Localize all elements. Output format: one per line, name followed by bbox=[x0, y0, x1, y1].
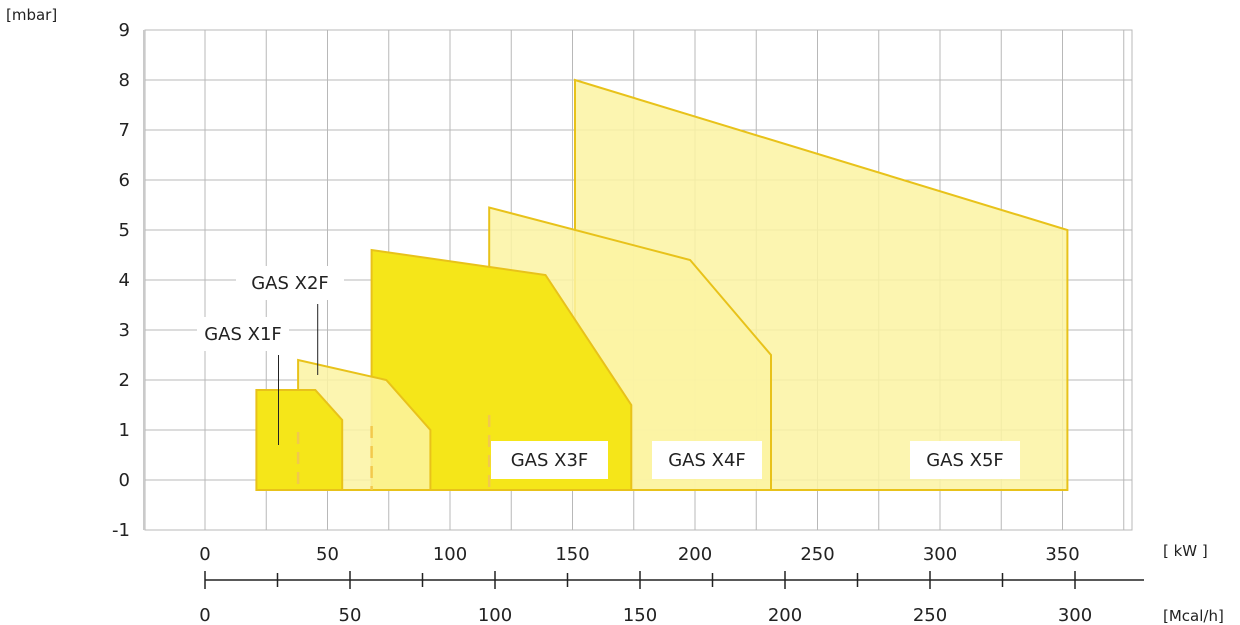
y-tick-label: -1 bbox=[112, 520, 130, 541]
y-tick-label: 3 bbox=[119, 320, 130, 341]
x-tick-label-kw: 250 bbox=[800, 544, 834, 565]
annotation-box bbox=[491, 441, 608, 479]
x-tick-label-kw: 300 bbox=[923, 544, 957, 565]
axes: -1 0 1 2 3 4 5 6 7 8 9 0 50 100 150 200 250 300 350 0 50 100 1… bbox=[112, 20, 1144, 625]
y-tick-label: 4 bbox=[119, 270, 130, 291]
x-tick-label-mcal: 300 bbox=[1058, 605, 1092, 625]
y-tick-label: 8 bbox=[119, 70, 130, 91]
x-tick-label-mcal: 200 bbox=[768, 605, 802, 625]
x-tick-label-kw: 0 bbox=[199, 544, 210, 565]
x-tick-label-kw: 350 bbox=[1045, 544, 1079, 565]
annotation-label: GAS X5F bbox=[926, 450, 1004, 471]
annotation-box bbox=[236, 266, 344, 300]
y-tick-label: 5 bbox=[119, 220, 130, 241]
plot-border bbox=[144, 29, 1133, 531]
y-axis-label: [mbar] bbox=[6, 6, 57, 24]
annotation-gas-x3f: GAS X3F bbox=[491, 441, 608, 479]
y-tick-label: 6 bbox=[119, 170, 130, 191]
y-tick-label: 1 bbox=[119, 420, 130, 441]
x-tick-label-kw: 150 bbox=[555, 544, 589, 565]
x-tick-label-mcal: 50 bbox=[339, 605, 362, 625]
x-axis-label-kw: [ kW ] bbox=[1163, 542, 1208, 560]
annotation-box bbox=[197, 317, 289, 351]
annotation-label: GAS X4F bbox=[668, 450, 746, 471]
plot-areas bbox=[255, 78, 1069, 491]
y-tick-label: 2 bbox=[119, 370, 130, 391]
annotation-gas-x4f: GAS X4F bbox=[652, 441, 762, 479]
annotation-label: GAS X2F bbox=[251, 273, 329, 294]
x-axis-label-mcal: [Mcal/h] bbox=[1163, 607, 1224, 625]
x-tick-label-mcal: 0 bbox=[199, 605, 210, 625]
x-tick-label-kw: 100 bbox=[433, 544, 467, 565]
annotation-label: GAS X3F bbox=[511, 450, 589, 471]
annotation-label: GAS X1F bbox=[204, 324, 282, 345]
y-tick-label: 7 bbox=[119, 120, 130, 141]
area-gas-x3f bbox=[370, 248, 633, 491]
annotations: GAS X1F GAS X2F GAS X3F GAS X4F GAS X5F bbox=[197, 266, 1020, 479]
y-tick-label: 9 bbox=[119, 20, 130, 41]
annotation-gas-x5f: GAS X5F bbox=[910, 441, 1020, 479]
x-tick-label-mcal: 150 bbox=[623, 605, 657, 625]
annotation-gas-x1f: GAS X1F bbox=[197, 317, 289, 445]
y-tick-label: 0 bbox=[119, 470, 130, 491]
x-tick-label-kw: 50 bbox=[316, 544, 339, 565]
x-tick-label-mcal: 100 bbox=[478, 605, 512, 625]
annotation-box bbox=[652, 441, 762, 479]
x-tick-label-kw: 200 bbox=[678, 544, 712, 565]
annotation-gas-x2f: GAS X2F bbox=[236, 266, 344, 375]
x-tick-label-mcal: 250 bbox=[913, 605, 947, 625]
annotation-box bbox=[910, 441, 1020, 479]
